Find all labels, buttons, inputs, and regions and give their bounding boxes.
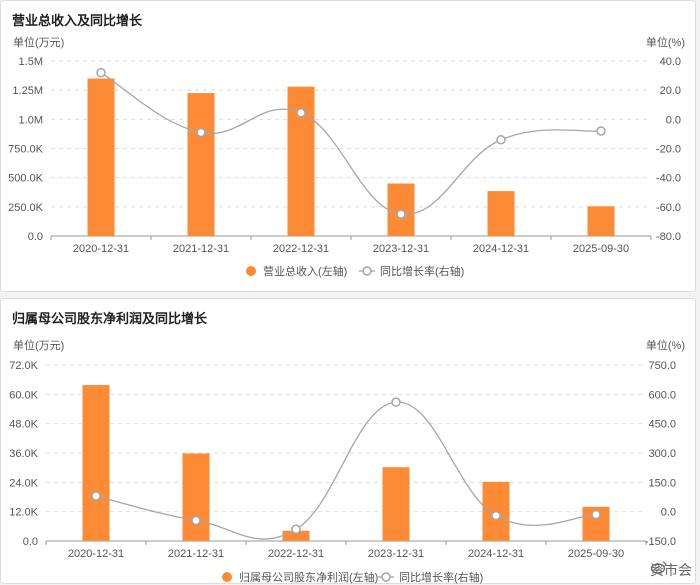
net-profit-right-tick: 750.0 bbox=[648, 360, 676, 372]
net-profit-growth-point bbox=[391, 397, 401, 407]
revenue-left-unit: 单位(万元) bbox=[13, 35, 64, 49]
net-profit-legend: 归属母公司股东净利润(左轴) 同比增长率(右轴) bbox=[222, 570, 483, 584]
net-profit-chart-title: 归属母公司股东净利润及同比增长 bbox=[12, 311, 208, 326]
net-profit-growth-point bbox=[591, 509, 601, 520]
revenue-right-tick: -20.0 bbox=[656, 144, 681, 156]
net-profit-x-tick-label: 2024-12-31 bbox=[468, 548, 524, 560]
revenue-growth-line bbox=[100, 72, 602, 215]
revenue-bar bbox=[487, 191, 515, 236]
revenue-x-tick-label: 2022-12-31 bbox=[273, 243, 329, 255]
revenue-chart-title: 营业总收入及同比增长 bbox=[12, 13, 143, 28]
net-profit-bar bbox=[182, 453, 210, 541]
revenue-right-tick: 20.0 bbox=[660, 85, 681, 97]
revenue-right-tick: 40.0 bbox=[660, 56, 681, 68]
net-profit-right-tick: 450.0 bbox=[648, 419, 676, 431]
revenue-legend-bar-swatch bbox=[246, 266, 256, 276]
net-profit-right-tick: 600.0 bbox=[648, 389, 676, 401]
revenue-left-tick: 250.0K bbox=[8, 202, 44, 214]
net-profit-x-tick-label: 2020-12-31 bbox=[68, 548, 124, 560]
net-profit-right-tick: 0.0 bbox=[661, 507, 676, 519]
revenue-left-tick: 1.5M bbox=[19, 56, 43, 68]
watermark: 资市会 bbox=[650, 560, 692, 580]
revenue-growth-point bbox=[396, 209, 406, 219]
weibo-icon bbox=[650, 561, 667, 574]
net-profit-left-tick: 0.0 bbox=[23, 536, 38, 548]
revenue-legend: 营业总收入(左轴) 同比增长率(右轴) bbox=[246, 264, 464, 278]
revenue-growth-point bbox=[196, 127, 206, 138]
revenue-growth-point bbox=[96, 67, 106, 78]
revenue-legend-line-label: 同比增长率(右轴) bbox=[380, 264, 464, 278]
net-profit-x-tick-label: 2022-12-31 bbox=[268, 548, 324, 560]
net-profit-left-tick: 60.0K bbox=[9, 389, 38, 401]
revenue-x-tick-label: 2020-12-31 bbox=[73, 243, 129, 255]
net-profit-right-tick: 150.0 bbox=[648, 477, 676, 489]
net-profit-legend-line-marker bbox=[381, 572, 391, 582]
revenue-chart-card: 营业总收入及同比增长 单位(万元) 单位(%) 0.0 -80.0 250.0K -60.… bbox=[0, 0, 696, 292]
net-profit-bar bbox=[282, 530, 310, 541]
net-profit-x-tick-label: 2025-09-30 bbox=[568, 548, 624, 560]
net-profit-legend-bar-label: 归属母公司股东净利润(左轴) bbox=[239, 570, 378, 584]
revenue-bar bbox=[587, 206, 615, 236]
net-profit-x-tick-label: 2021-12-31 bbox=[168, 548, 224, 560]
net-profit-chart-card: 归属母公司股东净利润及同比增长 单位(万元) 单位(%) 0.0 -150.0 12.0… bbox=[0, 298, 696, 584]
net-profit-left-tick: 24.0K bbox=[9, 477, 38, 489]
net-profit-right-tick: -150.0 bbox=[645, 536, 676, 548]
net-profit-left-tick: 12.0K bbox=[9, 507, 38, 519]
revenue-legend-bar-label: 营业总收入(左轴) bbox=[263, 264, 347, 278]
net-profit-growth-line bbox=[95, 401, 597, 540]
revenue-x-tick-label: 2023-12-31 bbox=[373, 243, 429, 255]
revenue-left-tick: 0.0 bbox=[28, 231, 43, 243]
net-profit-x-tick-label: 2023-12-31 bbox=[368, 548, 424, 560]
revenue-growth-point bbox=[296, 108, 306, 118]
revenue-growth-point bbox=[596, 126, 606, 136]
revenue-bar bbox=[87, 78, 115, 236]
revenue-right-tick: -60.0 bbox=[656, 202, 681, 214]
revenue-left-tick: 1.0M bbox=[19, 114, 43, 126]
revenue-x-tick-label: 2021-12-31 bbox=[173, 243, 229, 255]
revenue-chart: 单位(万元) 单位(%) 0.0 -80.0 250.0K -60.0 500.0K -40.… bbox=[8, 35, 685, 278]
revenue-right-tick: 0.0 bbox=[666, 114, 681, 126]
revenue-growth-point bbox=[496, 135, 506, 145]
revenue-right-tick: -80.0 bbox=[656, 231, 681, 243]
net-profit-growth-point bbox=[91, 491, 101, 501]
net-profit-growth-point bbox=[491, 510, 501, 521]
net-profit-right-unit: 单位(%) bbox=[646, 338, 685, 352]
revenue-x-tick-label: 2024-12-31 bbox=[473, 243, 529, 255]
net-profit-growth-point bbox=[291, 524, 301, 535]
net-profit-right-tick: 300.0 bbox=[648, 448, 676, 460]
revenue-legend-line-marker bbox=[362, 266, 372, 276]
revenue-right-unit: 单位(%) bbox=[646, 35, 685, 49]
net-profit-left-tick: 48.0K bbox=[9, 419, 38, 431]
net-profit-growth-point bbox=[191, 515, 201, 526]
revenue-x-tick-label: 2025-09-30 bbox=[573, 243, 629, 255]
net-profit-left-unit: 单位(万元) bbox=[13, 338, 64, 352]
revenue-left-tick: 750.0K bbox=[8, 144, 44, 156]
revenue-right-tick: -40.0 bbox=[656, 173, 681, 185]
net-profit-legend-line-label: 同比增长率(右轴) bbox=[399, 570, 483, 584]
net-profit-legend-bar-swatch bbox=[222, 572, 232, 582]
net-profit-left-tick: 36.0K bbox=[9, 448, 38, 460]
revenue-bar bbox=[187, 93, 215, 236]
net-profit-left-tick: 72.0K bbox=[9, 360, 38, 372]
net-profit-bar bbox=[82, 385, 110, 541]
net-profit-chart: 单位(万元) 单位(%) 0.0 -150.0 12.0K 0.0 24.0K 150.0 36… bbox=[9, 338, 685, 584]
watermark-text: 资市会 bbox=[650, 562, 692, 578]
net-profit-bar bbox=[382, 467, 410, 541]
revenue-left-tick: 1.25M bbox=[12, 85, 43, 97]
revenue-left-tick: 500.0K bbox=[8, 173, 44, 185]
